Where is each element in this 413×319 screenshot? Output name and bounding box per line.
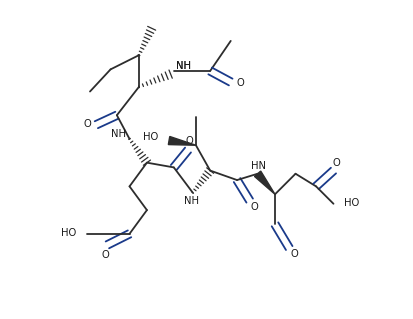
Text: NH: NH: [183, 196, 198, 206]
Text: HO: HO: [143, 132, 158, 142]
Text: NH: NH: [176, 61, 191, 70]
Text: HN: HN: [250, 161, 266, 171]
Text: HO: HO: [343, 198, 358, 208]
Text: O: O: [290, 249, 297, 259]
Text: O: O: [102, 250, 109, 260]
Text: O: O: [236, 78, 244, 88]
Text: O: O: [250, 202, 258, 212]
Polygon shape: [254, 171, 274, 194]
Text: O: O: [83, 119, 91, 129]
Text: NH: NH: [176, 61, 191, 70]
Text: NH: NH: [111, 129, 126, 138]
Text: O: O: [332, 158, 340, 168]
Text: O: O: [185, 136, 193, 146]
Polygon shape: [168, 137, 195, 145]
Text: HO: HO: [61, 228, 76, 238]
